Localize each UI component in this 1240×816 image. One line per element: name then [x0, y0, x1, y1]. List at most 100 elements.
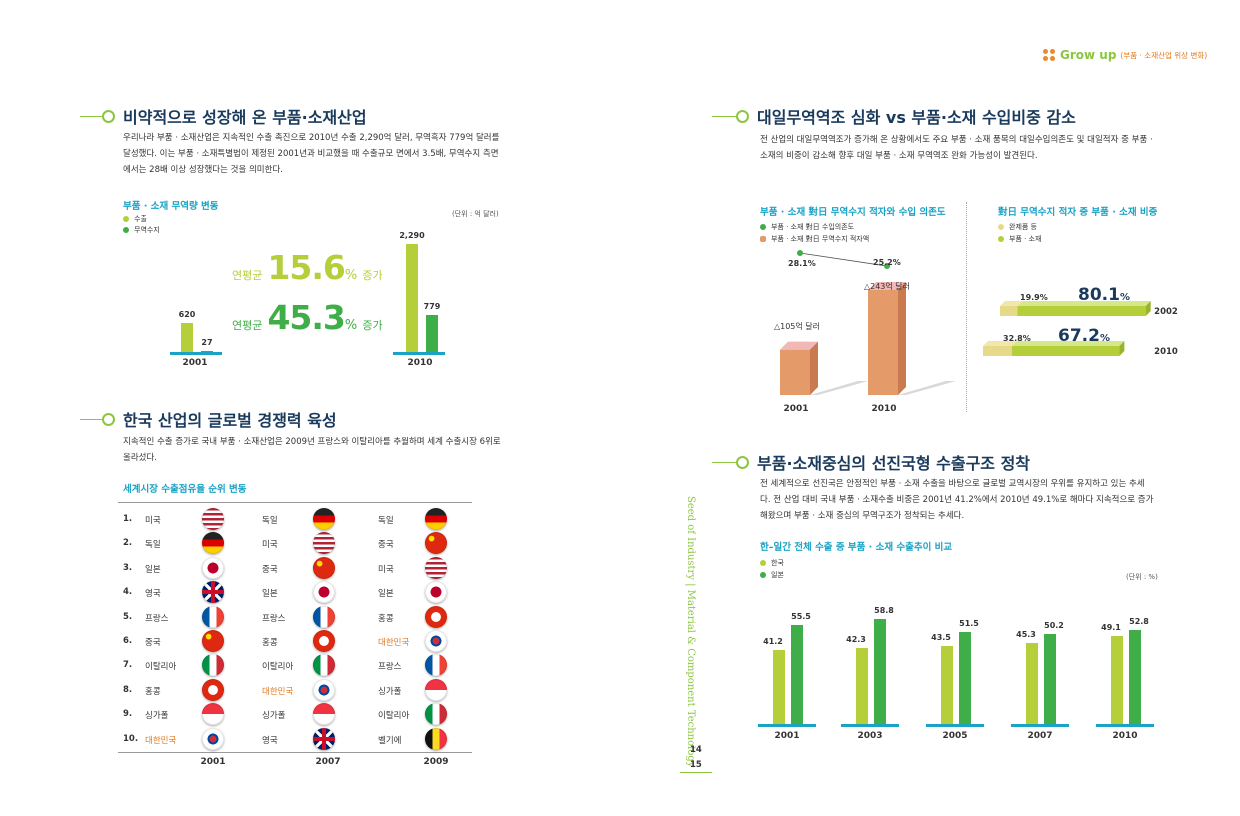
bar-shadow — [898, 381, 956, 395]
growth-pct: % — [344, 268, 358, 283]
bar-value-label: 27 — [201, 337, 213, 347]
deficit-bar-side — [810, 341, 818, 395]
country-name: 일본 — [262, 589, 278, 600]
page-number-right: 15 — [690, 760, 702, 770]
country-name: 홍콩 — [378, 613, 394, 624]
chart-divider — [966, 202, 967, 412]
flag-icon — [425, 556, 447, 579]
bar-balance — [426, 315, 438, 352]
bar-japan — [874, 619, 886, 724]
section-title-text: 한국 산업의 글로벌 경쟁력 육성 — [123, 411, 337, 430]
flag-icon — [202, 581, 224, 604]
deficit-chart — [780, 250, 956, 395]
flag-icon — [313, 556, 335, 579]
section-title-japan: 대일무역역조 심화 vs 부품·소재 수입비중 감소 — [712, 104, 1076, 128]
chart-axis — [926, 724, 984, 727]
page-number-left: 14 — [690, 745, 702, 755]
country-name: 프랑스 — [378, 662, 402, 673]
country-name: 미국 — [378, 564, 394, 575]
bar-export — [406, 244, 418, 352]
country-name: 프랑스 — [145, 613, 169, 624]
year-label: 2001 — [774, 731, 800, 741]
flag-icon — [202, 654, 224, 677]
finished-bar-top — [983, 341, 1017, 346]
flag-icon — [313, 508, 335, 530]
flag-icon — [202, 703, 224, 726]
year-label: 2001 — [783, 404, 809, 414]
deficit-bar — [868, 290, 898, 395]
legend-japan: 일본 — [760, 570, 784, 580]
year-label: 2003 — [857, 731, 883, 741]
legend-parts: 부품 · 소재 — [998, 234, 1041, 244]
share-year-2002: 2002 — [1154, 307, 1178, 317]
parts-bar-top — [1011, 341, 1125, 346]
bar-shadow — [810, 381, 868, 395]
deficit-bar-side — [898, 282, 906, 395]
legend-export: 수출 — [123, 214, 147, 224]
bar-value-label: 2,290 — [399, 231, 425, 240]
share-year-2010: 2010 — [1154, 347, 1178, 357]
section-title-global: 한국 산업의 글로벌 경쟁력 육성 — [80, 407, 337, 431]
dependency-point — [797, 250, 803, 256]
legend-label: 부품 · 소재 對日 무역수지 적자액 — [771, 235, 870, 243]
title-line — [712, 461, 736, 463]
chart-title-share: 對日 무역수지 적자 중 부품 · 소재 비중 — [998, 207, 1158, 218]
legend-deficit: 부품 · 소재 對日 무역수지 적자액 — [760, 234, 869, 244]
country-name: 싱가폴 — [378, 686, 402, 697]
growth-rate-export: 연평균 15.6% 증가 — [232, 248, 383, 287]
title-line — [80, 418, 102, 420]
rank-number: 9. — [123, 709, 133, 720]
flag-icon — [425, 727, 447, 750]
year-label: 2010 — [407, 358, 433, 368]
legend-label: 부품 · 소재 — [1009, 235, 1042, 243]
chart-axis — [758, 724, 816, 727]
flag-icon — [425, 532, 447, 555]
flag-icon — [313, 532, 335, 555]
share-value: 80.1 — [1078, 285, 1120, 305]
share-2010-small: 32.8% — [1003, 334, 1031, 343]
year-label: 2009 — [423, 757, 449, 767]
brand-dots-icon — [1043, 49, 1055, 61]
country-name: 일본 — [378, 589, 394, 600]
legend-dot-icon — [760, 224, 766, 230]
dep-2001-label: 28.1% — [788, 259, 816, 268]
chart-unit: (단위 : 억 달러) — [452, 210, 499, 218]
table-bottom-rule — [118, 752, 472, 753]
flag-icon — [313, 605, 335, 628]
flag-icon — [425, 630, 447, 652]
side-vertical-text: Seed of Industry | Material & Component … — [685, 496, 706, 767]
share-chart — [983, 301, 1151, 356]
title-line — [712, 115, 736, 117]
rank-number: 7. — [123, 660, 133, 671]
bar-value-label: 52.8 — [1129, 616, 1149, 626]
year-label: 2007 — [1027, 731, 1053, 741]
country-name: 영국 — [145, 589, 161, 600]
country-name: 이탈리아 — [262, 662, 294, 673]
country-name: 홍콩 — [145, 686, 161, 697]
brand-tagline: (부품 · 소재산업 위상 변화) — [1120, 50, 1208, 60]
country-name: 이탈리아 — [378, 711, 410, 722]
country-name: 홍콩 — [262, 638, 278, 648]
bar-value-label: 43.5 — [931, 633, 951, 643]
chart-unit: (단위 : %) — [1126, 573, 1158, 581]
legend-dot-icon — [998, 236, 1004, 242]
chart-title-deficit: 부품 · 소재 對日 무역수지 적자와 수입 의존도 — [760, 207, 946, 218]
table-top-rule — [118, 502, 472, 503]
parts-bar-side — [1119, 341, 1125, 356]
finished-bar — [1000, 306, 1018, 316]
section-title-text: 부품·소재중심의 선진국형 수출구조 정착 — [757, 454, 1031, 473]
bar-value-label: 51.5 — [959, 619, 979, 629]
flag-icon — [313, 703, 335, 726]
legend-finished: 완제품 등 — [998, 222, 1037, 232]
parts-bar — [1017, 306, 1146, 316]
country-name: 미국 — [145, 516, 161, 526]
flag-icon — [202, 508, 224, 530]
flag-icon — [202, 532, 224, 555]
bar-value-label: 42.3 — [846, 635, 866, 645]
flag-icon — [425, 605, 447, 628]
year-label: 2010 — [1112, 731, 1138, 741]
country-name: 싱가폴 — [145, 711, 169, 722]
brand-title: Grow up — [1060, 48, 1117, 62]
dependency-line — [799, 252, 888, 267]
flag-icon — [202, 727, 224, 750]
